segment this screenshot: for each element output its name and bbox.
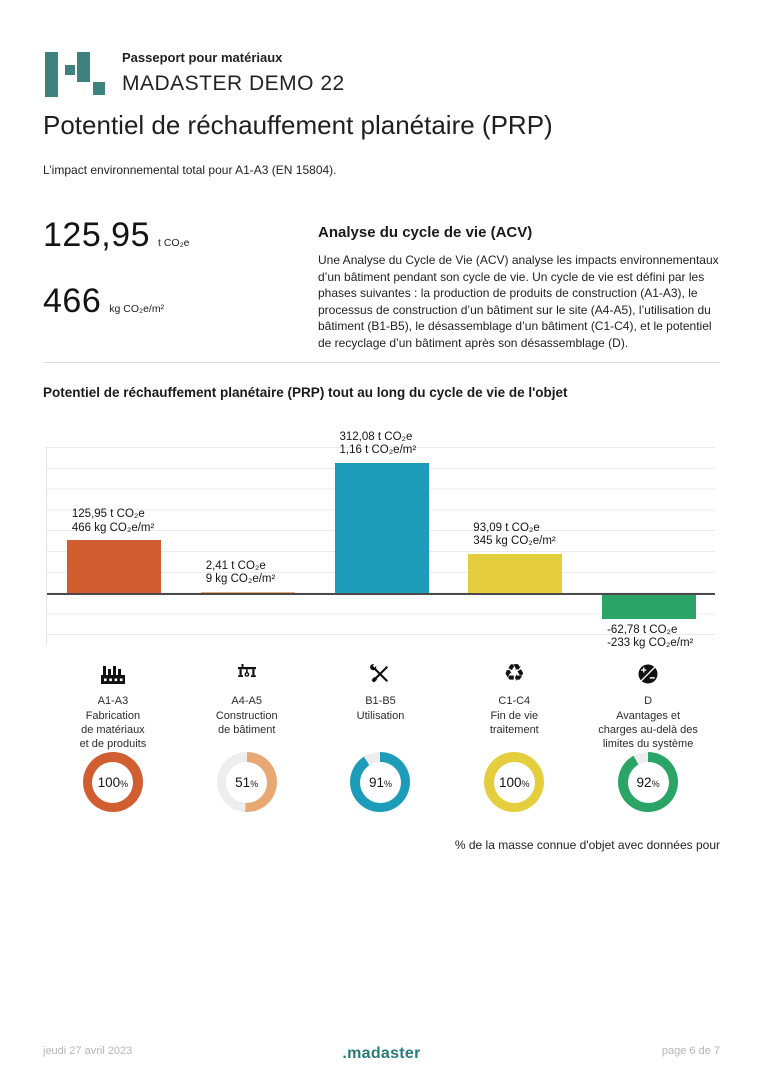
project-name: MADASTER DEMO 22 bbox=[122, 72, 345, 95]
phase-label: Fin de vie traitement bbox=[489, 710, 539, 736]
donut-ring: 92% bbox=[618, 752, 679, 812]
footer-date: jeudi 27 avril 2023 bbox=[43, 1045, 133, 1057]
donut-a4-a5: 51% bbox=[180, 752, 314, 812]
madaster-logo-icon bbox=[45, 52, 107, 98]
page-subtitle: L’impact environnemental total pour A1-A… bbox=[43, 163, 337, 177]
crane-icon bbox=[180, 660, 314, 688]
stat-total-unit: t CO₂e bbox=[158, 237, 190, 249]
acv-section: Analyse du cycle de vie (ACV) Une Analys… bbox=[318, 224, 722, 351]
chart-zero-axis bbox=[47, 592, 715, 595]
phase-a4-a5: A4-A5 Construction de bâtiment bbox=[180, 660, 314, 751]
bar-C1-C4 bbox=[468, 553, 563, 593]
page-footer: jeudi 27 avril 2023 .madaster page 6 de … bbox=[43, 1045, 720, 1062]
recycle-glyph: ♻ bbox=[503, 660, 526, 687]
recycle-icon: ♻ bbox=[447, 660, 581, 688]
donut-b1-b5: 91% bbox=[314, 752, 448, 812]
chart-section-title: Potentiel de réchauffement planétaire (P… bbox=[43, 385, 568, 400]
phase-label: Avantages et charges au-delà des limites… bbox=[598, 710, 698, 750]
stat-total-co2: 125,95 t CO₂e bbox=[43, 216, 190, 255]
donut-percent: 100 bbox=[499, 774, 522, 790]
phase-a1-a3: A1-A3 Fabrication de matériaux et de pro… bbox=[46, 660, 180, 751]
benefits-icon bbox=[581, 660, 715, 688]
donuts-row: 100% 51% 91% 100% 92% bbox=[46, 752, 715, 812]
stat-per-area-co2: 466 kg CO₂e/m² bbox=[43, 282, 164, 321]
phase-code: D bbox=[644, 695, 653, 707]
donut-percent: 91 bbox=[368, 774, 384, 790]
phase-b1-b5: B1-B5 Utilisation bbox=[314, 660, 448, 751]
bar-value-label: 125,95 t CO₂e 466 kg CO₂e/m² bbox=[71, 508, 155, 534]
phase-d: D Avantages et charges au-delà des limit… bbox=[581, 660, 715, 751]
page-title: Potentiel de réchauffement planétaire (P… bbox=[43, 110, 553, 140]
madaster-wordmark: .madaster bbox=[342, 1045, 421, 1062]
acv-title: Analyse du cycle de vie (ACV) bbox=[318, 224, 533, 241]
phase-code: C1-C4 bbox=[498, 695, 531, 707]
factory-icon bbox=[46, 660, 180, 688]
bar-A4-A5 bbox=[200, 591, 295, 593]
phase-label: Construction de bâtiment bbox=[215, 710, 278, 736]
phase-code: A4-A5 bbox=[231, 695, 262, 707]
bar-A1-A3 bbox=[66, 540, 161, 593]
donut-ring: 100% bbox=[484, 752, 545, 812]
donut-ring: 91% bbox=[350, 752, 411, 812]
bar-chart-plot: 125,95 t CO₂e 466 kg CO₂e/m² 2,41 t CO₂e … bbox=[46, 431, 715, 649]
donut-percent: 92 bbox=[636, 774, 652, 790]
phase-label: Fabrication de matériaux et de produits bbox=[79, 710, 147, 750]
donut-a1-a3: 100% bbox=[46, 752, 180, 812]
bar-value-label: 312,08 t CO₂e 1,16 t CO₂e/m² bbox=[339, 430, 417, 457]
footer-page-number: page 6 de 7 bbox=[661, 1045, 720, 1057]
phase-c1-c4: ♻ C1-C4 Fin de vie traitement bbox=[447, 660, 581, 751]
stat-total-value: 125,95 bbox=[43, 216, 150, 254]
donut-percent: 51 bbox=[235, 774, 251, 790]
bar-D bbox=[602, 592, 697, 619]
stat-per-area-unit: kg CO₂e/m² bbox=[109, 303, 165, 315]
phases-row: A1-A3 Fabrication de matériaux et de pro… bbox=[46, 660, 715, 751]
donut-c1-c4: 100% bbox=[447, 752, 581, 812]
bar-value-label: 93,09 t CO₂e 345 kg CO₂e/m² bbox=[473, 521, 556, 548]
acv-body: Une Analyse du Cycle de Vie (ACV) analys… bbox=[318, 253, 719, 350]
donut-d: 92% bbox=[581, 752, 715, 812]
tools-icon bbox=[314, 660, 448, 688]
section-divider bbox=[43, 362, 720, 363]
phase-label: Utilisation bbox=[356, 710, 405, 722]
doc-type-label: Passeport pour matériaux bbox=[122, 50, 283, 65]
donut-ring: 51% bbox=[216, 752, 277, 812]
donut-ring: 100% bbox=[82, 752, 143, 812]
stat-per-area-value: 466 bbox=[43, 282, 102, 320]
donut-caption: % de la masse connue d'objet avec donnée… bbox=[454, 838, 720, 852]
bar-B1-B5 bbox=[334, 462, 429, 593]
bar-value-label: 2,41 t CO₂e 9 kg CO₂e/m² bbox=[205, 559, 276, 586]
donut-percent: 100 bbox=[97, 774, 121, 790]
bar-value-label: -62,78 t CO₂e -233 kg CO₂e/m² bbox=[607, 623, 694, 650]
phase-code: A1-A3 bbox=[97, 695, 129, 707]
phase-code: B1-B5 bbox=[365, 695, 396, 707]
